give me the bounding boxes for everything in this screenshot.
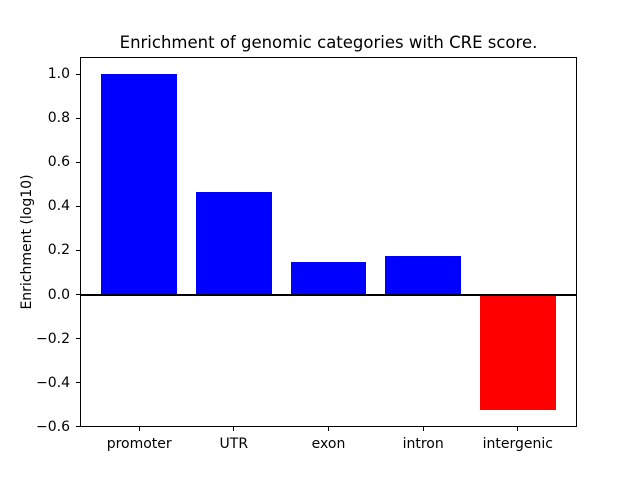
x-tick-mark <box>233 427 235 431</box>
x-tick-mark <box>422 427 424 431</box>
y-tick-mark <box>76 73 80 75</box>
y-tick-mark <box>76 426 80 428</box>
y-tick-label: 0.0 <box>47 286 70 303</box>
y-tick-mark <box>76 205 80 207</box>
x-tick-label-exon: exon <box>311 436 346 452</box>
x-tick-mark <box>517 427 519 431</box>
x-tick-label-promoter: promoter <box>106 436 172 452</box>
y-tick-mark <box>76 382 80 384</box>
chart-title: Enrichment of genomic categories with CR… <box>119 33 538 52</box>
x-tick-label-intergenic: intergenic <box>482 436 553 452</box>
y-tick-label: −0.6 <box>36 418 70 435</box>
bar-UTR <box>196 191 272 295</box>
bar-exon <box>290 262 367 295</box>
y-tick-label: 1.0 <box>47 66 70 82</box>
bar-intergenic <box>480 294 556 411</box>
y-tick-mark <box>76 249 80 251</box>
y-tick-label: 0.2 <box>47 242 70 259</box>
y-tick-mark <box>76 161 80 163</box>
x-tick-mark <box>138 427 140 431</box>
zero-line <box>80 293 577 296</box>
y-tick-mark <box>76 338 80 340</box>
y-tick-mark <box>76 117 80 119</box>
y-tick-label: 0.6 <box>47 154 70 171</box>
x-tick-mark <box>328 427 329 431</box>
x-tick-label-intron: intron <box>402 436 444 452</box>
bar-intron <box>385 255 461 295</box>
y-tick-label: 0.8 <box>47 110 70 127</box>
y-tick-label: −0.2 <box>36 330 70 347</box>
y-tick-label: 0.4 <box>47 198 70 215</box>
y-tick-label: −0.4 <box>36 374 70 391</box>
bar-promoter <box>101 74 177 295</box>
y-tick-mark <box>76 294 80 295</box>
x-tick-label-UTR: UTR <box>219 436 249 452</box>
